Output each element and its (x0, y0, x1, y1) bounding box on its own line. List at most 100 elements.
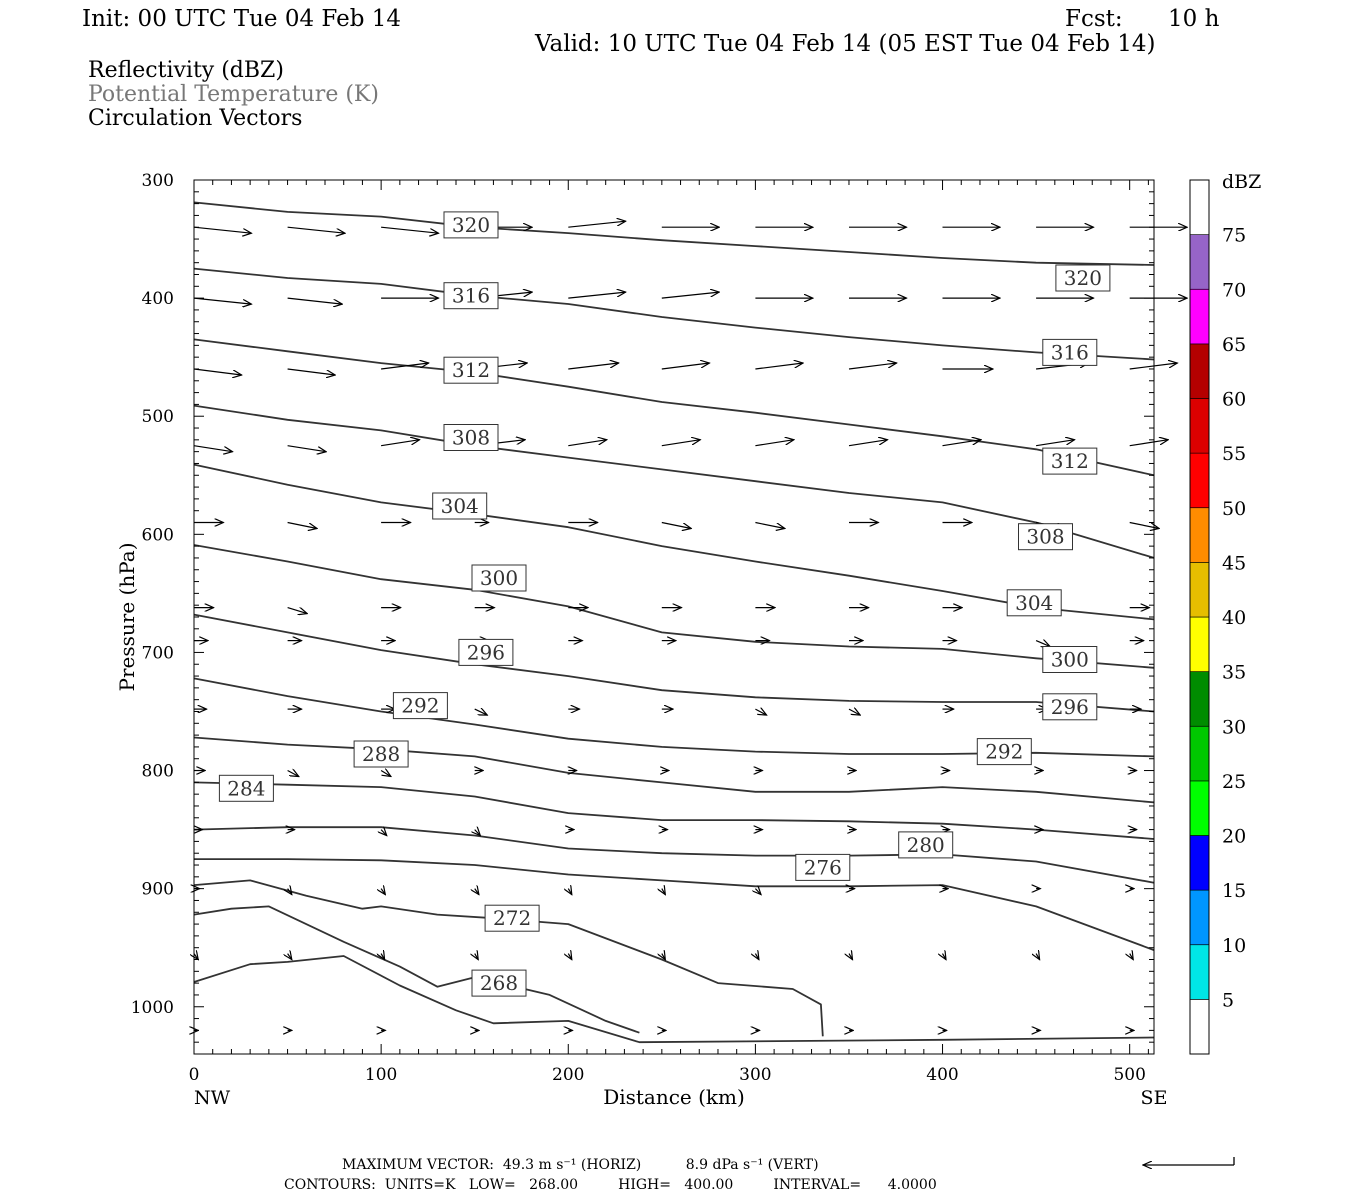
contour-label-layer: 320 320 316 316 312 312 308 308 304 304 300 300 296 2… (218, 211, 1111, 997)
contour-label-text: 320 (452, 213, 490, 237)
contour-label-box (1042, 338, 1098, 366)
contour-label-box (218, 774, 274, 802)
circulation-vector (287, 771, 299, 777)
colorbar-segment (1189, 507, 1210, 563)
forecast-hour: 10 h (1168, 6, 1220, 32)
contour-label: 320 (1055, 264, 1111, 292)
isentrope-280 (193, 826, 1155, 884)
forecast-label: Fcst: (1065, 6, 1123, 32)
contour-label-box (443, 282, 499, 310)
circulation-vector (1129, 440, 1169, 447)
colorbar-segment (1189, 452, 1210, 509)
contour-label-box (1042, 693, 1098, 721)
init-time: Init: 00 UTC Tue 04 Feb 14 (82, 6, 402, 32)
colorbar-level-label: 40 (1222, 607, 1246, 629)
contour-info: CONTOURS: UNITS=K LOW= 268.00 HIGH= 400.… (284, 1177, 937, 1193)
colorbar-segment (1189, 671, 1210, 727)
colorbar-level-label: 30 (1222, 716, 1246, 738)
circulation-vector (287, 445, 327, 452)
contour-label-text: 316 (1051, 340, 1089, 364)
circulation-vector (288, 889, 292, 895)
isentrope-296 (193, 613, 1155, 713)
contour-label-box (484, 904, 540, 932)
contour-layer (193, 201, 1155, 1044)
colorbar-level-label: 50 (1222, 498, 1246, 520)
y-tick-label: 900 (142, 880, 174, 900)
circulation-vector (755, 363, 803, 370)
colorbar-level-label: 75 (1222, 225, 1246, 247)
contour-label-box (443, 356, 499, 384)
circulation-vector (848, 363, 897, 370)
colorbar-frame (1189, 179, 1210, 1055)
x-end-label-left: NW (194, 1087, 231, 1109)
contour-label: 316 (443, 282, 499, 310)
circulation-vector (568, 889, 572, 895)
isentrope-292 (193, 677, 1155, 758)
y-tick-label: 500 (142, 407, 174, 427)
contour-label-text: 292 (401, 694, 439, 718)
isentrope-surface (193, 955, 1155, 1044)
contour-label-text: 300 (1051, 648, 1089, 672)
circulation-vector (288, 954, 292, 960)
circulation-vector (568, 363, 618, 370)
colorbar-segment (1189, 343, 1210, 399)
circulation-vector (1036, 440, 1075, 447)
isentrope-300 (193, 544, 1155, 669)
field-label-potential-temperature: Potential Temperature (K) (88, 82, 379, 107)
circulation-vector (568, 221, 625, 228)
x-tick-label: 200 (552, 1065, 584, 1085)
contour-label: 304 (1006, 589, 1062, 617)
colorbar-level-label: 55 (1222, 443, 1246, 465)
circulation-vector (381, 440, 420, 447)
contour-label-box (392, 692, 448, 720)
contour-label-text: 296 (467, 640, 505, 664)
contour-label: 308 (1018, 523, 1073, 551)
contour-label-text: 288 (362, 742, 400, 766)
circulation-vector (755, 954, 759, 960)
circulation-vector (661, 521, 691, 529)
colorbar-level-label: 15 (1222, 880, 1246, 902)
contour-label: 280 (898, 831, 954, 859)
contour-label: 276 (795, 853, 851, 881)
contour-label: 320 (443, 211, 499, 239)
contour-label-text: 300 (480, 566, 518, 590)
reference-vector (1143, 1157, 1235, 1165)
circulation-vector (287, 607, 308, 614)
circulation-vector (662, 954, 666, 960)
circulation-vector (661, 440, 701, 447)
colorbar-segment (1189, 889, 1210, 945)
contour-label: 300 (471, 564, 527, 592)
circulation-vector (287, 297, 343, 304)
colorbar-level-label: 70 (1222, 279, 1246, 301)
vector-layer (194, 221, 1187, 1030)
y-tick-label: 700 (142, 643, 174, 663)
colorbar-segment (1189, 725, 1210, 782)
colorbar-segment (1189, 616, 1210, 672)
colorbar-level-label: 45 (1222, 552, 1246, 574)
x-axis-title: Distance (km) (603, 1085, 745, 1109)
contour-label-text: 272 (493, 906, 531, 930)
circulation-vector (475, 889, 479, 895)
circulation-vector (568, 292, 625, 299)
x-tick-label: 0 (189, 1065, 200, 1085)
contour-label: 304 (432, 492, 488, 520)
contour-label-box (1042, 646, 1098, 673)
contour-label-text: 284 (227, 776, 265, 800)
y-axis-title: Pressure (hPa) (115, 543, 139, 692)
contour-label: 288 (353, 740, 409, 768)
circulation-vector (287, 368, 336, 375)
contour-label: 308 (443, 424, 499, 451)
circulation-vector (568, 954, 572, 960)
circulation-vector (287, 521, 317, 529)
circulation-vector (1130, 954, 1134, 960)
contour-label-box (1006, 589, 1062, 617)
contour-label-text: 304 (441, 494, 479, 518)
x-tick-label: 500 (1113, 1065, 1145, 1085)
circulation-vector (475, 830, 481, 836)
contour-label: 268 (471, 969, 527, 997)
colorbar-level-label: 5 (1222, 989, 1234, 1011)
contour-label-text: 268 (480, 971, 518, 995)
axis-layer: 0 100 200 300 400 500 300 400 500 600 700 800 900 100… (131, 171, 1154, 1085)
x-tick-label: 400 (926, 1065, 958, 1085)
contour-label: 312 (1042, 447, 1098, 475)
